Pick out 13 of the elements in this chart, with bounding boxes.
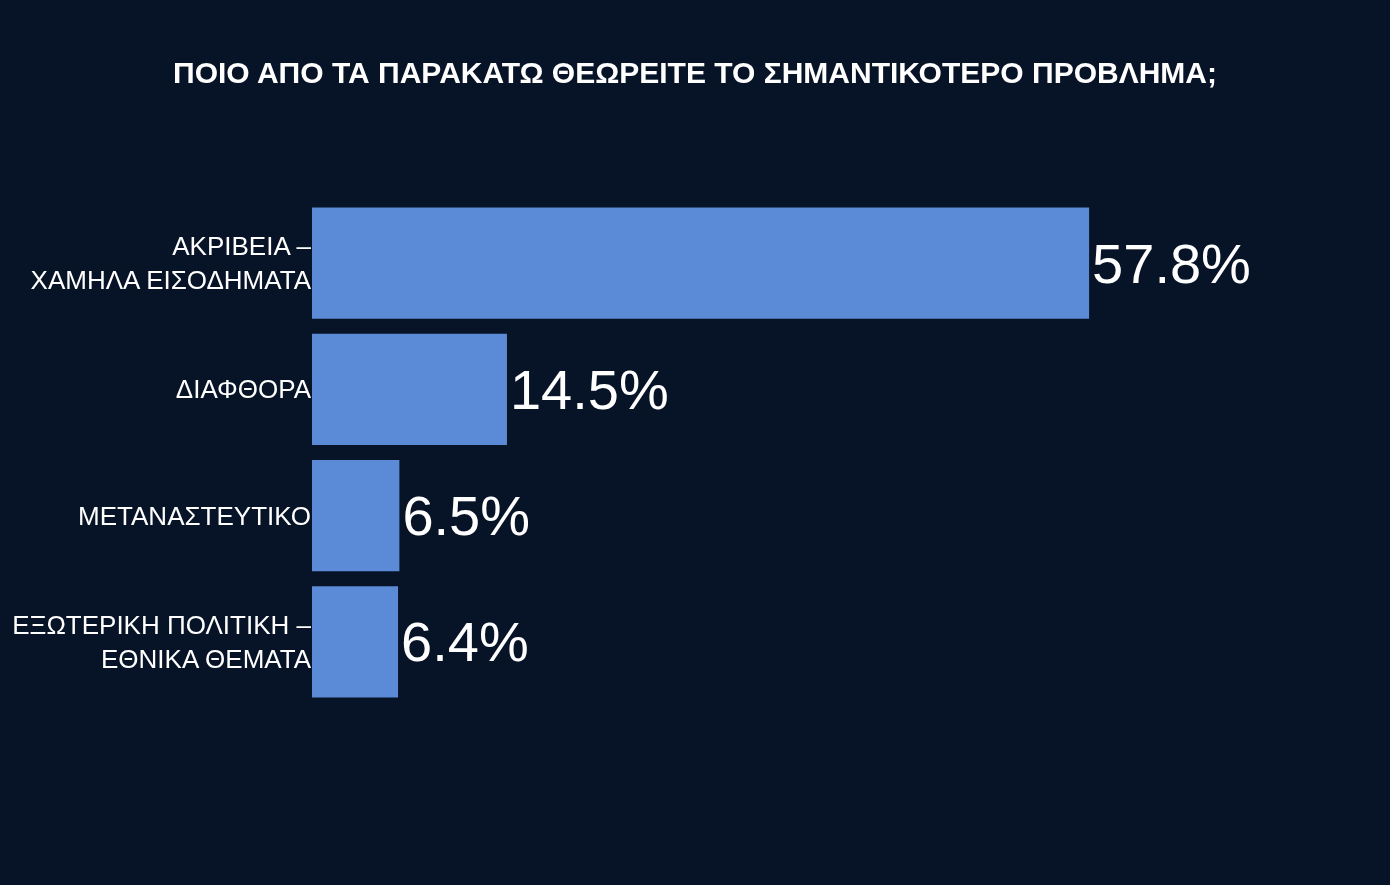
data-label: 14.5% <box>509 357 669 421</box>
data-label: 57.8% <box>1092 231 1251 295</box>
y-tick-label: ΔΙΑΦΘΟΡΑ <box>175 374 312 405</box>
bar <box>312 586 399 698</box>
bar <box>312 207 1090 319</box>
data-label: 6.4% <box>401 610 529 674</box>
chart-title: ΠΟΙΟ ΑΠΟ ΤΑ ΠΑΡΑΚΑΤΩ ΘΕΩΡΕΙΤΕ ΤΟ ΣΗΜΑΝΤΙΚΟΤΕΡΟ ΠΡΟΒΛΗΜΑ; <box>173 55 1217 89</box>
bar <box>312 460 400 572</box>
bar <box>312 333 507 445</box>
y-tick-label: ΜΕΤΑΝΑΣΤΕΥΤΙΚΟ <box>78 500 311 531</box>
data-label: 6.5% <box>402 484 531 548</box>
y-tick-label: ΕΞΩΤΕΡΙΚΗ ΠΟΛΙΤΙΚΗ – ΕΘΝΙΚΑ ΘΕΜΑΤΑ <box>12 610 312 674</box>
y-tick-label: ΑΚΡΙΒΕΙΑ – ΧΑΜΗΛΑ ΕΙΣΟΔΗΜΑΤΑ <box>30 231 312 296</box>
